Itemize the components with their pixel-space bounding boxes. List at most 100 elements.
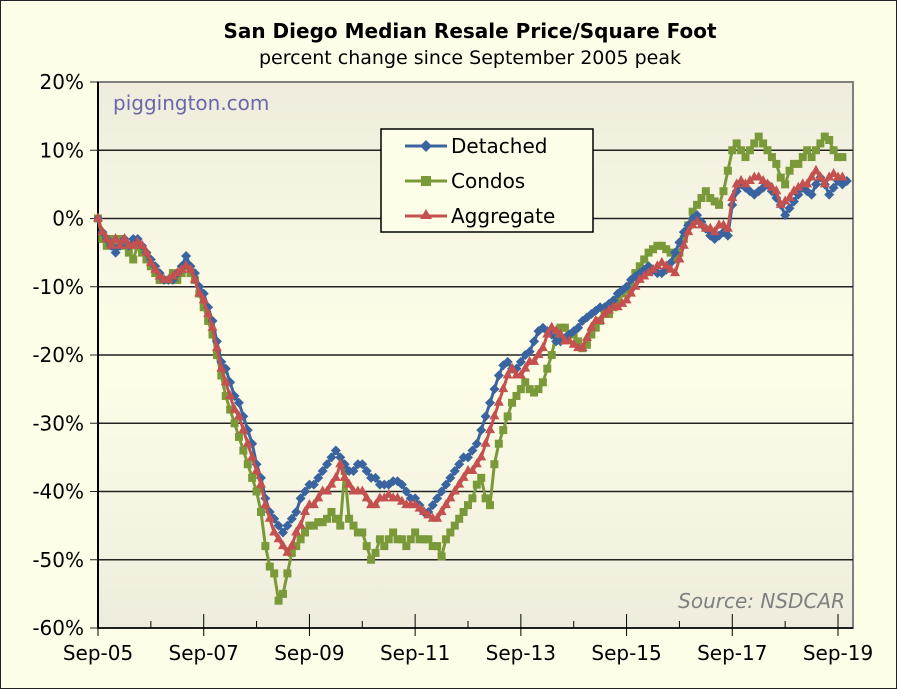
x-tick-label: Sep-19 xyxy=(803,641,873,665)
data-point xyxy=(211,342,222,352)
data-point xyxy=(740,178,751,188)
data-point xyxy=(256,507,265,516)
y-tick-label: -50% xyxy=(32,548,84,572)
data-point xyxy=(335,452,346,463)
data-point xyxy=(357,485,368,495)
data-point xyxy=(815,171,826,181)
data-point xyxy=(741,153,750,162)
data-point xyxy=(464,501,472,510)
data-point xyxy=(336,521,345,530)
data-point xyxy=(766,181,777,191)
data-point xyxy=(261,542,270,551)
data-point xyxy=(837,171,848,181)
data-point xyxy=(810,164,821,174)
data-point xyxy=(230,419,239,428)
data-point xyxy=(124,248,133,257)
data-point xyxy=(286,513,297,524)
data-point xyxy=(119,232,130,242)
data-point xyxy=(737,146,746,155)
data-point xyxy=(476,425,487,436)
data-point xyxy=(129,255,138,264)
data-point xyxy=(581,331,592,341)
data-point xyxy=(715,200,724,209)
data-point xyxy=(819,178,830,188)
data-point xyxy=(825,136,834,145)
data-point xyxy=(772,159,781,168)
data-point xyxy=(110,232,121,242)
data-point xyxy=(599,308,610,318)
data-point xyxy=(458,471,469,481)
y-tick-label: -40% xyxy=(32,480,84,504)
data-point xyxy=(679,234,688,243)
data-point xyxy=(806,171,817,181)
data-point xyxy=(349,521,358,530)
data-point xyxy=(132,236,143,246)
data-point xyxy=(441,535,450,544)
data-point xyxy=(621,294,632,304)
data-point xyxy=(507,362,518,372)
data-point xyxy=(233,397,244,408)
data-point xyxy=(767,153,776,162)
data-point xyxy=(367,555,376,564)
data-point xyxy=(656,256,667,266)
data-point xyxy=(411,528,420,537)
data-point xyxy=(731,178,742,188)
data-point xyxy=(543,364,552,373)
data-point xyxy=(693,200,702,209)
data-point xyxy=(762,178,773,188)
data-point xyxy=(634,273,645,283)
data-point xyxy=(279,589,287,598)
data-point xyxy=(274,596,283,605)
data-point xyxy=(322,459,333,470)
data-point xyxy=(662,245,671,254)
data-point xyxy=(207,321,218,331)
data-point xyxy=(705,222,716,232)
data-point xyxy=(722,222,733,232)
data-point xyxy=(454,459,465,470)
data-point xyxy=(701,187,710,196)
data-point xyxy=(454,478,465,488)
data-point xyxy=(811,146,820,155)
data-point xyxy=(415,535,424,544)
data-point xyxy=(573,322,584,333)
data-point xyxy=(644,248,653,257)
data-point xyxy=(674,253,685,263)
data-point xyxy=(295,519,306,529)
data-point xyxy=(493,370,504,381)
data-point xyxy=(521,378,530,387)
data-point xyxy=(639,270,650,280)
data-point xyxy=(838,153,847,162)
data-point xyxy=(220,376,231,386)
data-point xyxy=(371,548,380,557)
data-point xyxy=(273,533,284,543)
data-point xyxy=(499,426,508,435)
data-point xyxy=(547,351,556,359)
data-point xyxy=(670,247,681,258)
data-point xyxy=(323,514,332,523)
data-point xyxy=(449,485,460,495)
legend: Detached Condos Aggregate xyxy=(380,128,594,233)
data-point xyxy=(252,487,261,496)
data-point xyxy=(115,239,126,249)
data-point xyxy=(784,203,795,214)
data-point xyxy=(432,512,443,522)
y-tick-label: -20% xyxy=(32,343,84,367)
data-point xyxy=(688,207,697,216)
data-point xyxy=(753,171,764,181)
data-point xyxy=(265,562,274,571)
data-point xyxy=(577,342,588,352)
data-point xyxy=(137,239,148,249)
data-point xyxy=(508,398,517,407)
data-point xyxy=(710,197,719,206)
y-tick-label: -60% xyxy=(32,616,84,640)
data-point xyxy=(198,294,209,304)
data-point xyxy=(459,507,468,516)
data-point xyxy=(828,168,839,178)
data-point xyxy=(380,542,389,551)
data-point xyxy=(419,535,428,544)
data-point xyxy=(776,173,785,182)
data-point xyxy=(344,478,355,488)
data-point xyxy=(486,501,495,510)
data-point xyxy=(657,241,666,250)
data-point xyxy=(216,362,227,372)
